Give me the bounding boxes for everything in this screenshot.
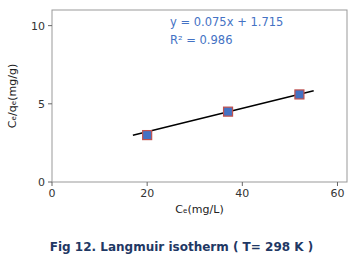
x-axis-label: Cₑ(mg/L) [175, 203, 223, 216]
y-tick-label: 5 [38, 98, 45, 111]
scatter-point [224, 107, 233, 116]
scatter-point [295, 90, 304, 99]
x-tick [242, 182, 243, 186]
chart: 0 20 40 60 0 5 10 Cₑ(mg/L) Cₑ/qₑ(mg/g) y = 0.075x… [0, 0, 363, 263]
x-tick-label: 60 [330, 187, 344, 200]
y-axis-label: Cₑ/qₑ(mg/g) [6, 64, 19, 129]
y-tick [48, 182, 52, 183]
x-tick [337, 182, 338, 186]
plot-frame [52, 10, 347, 182]
y-tick-label: 10 [31, 20, 45, 33]
x-tick [147, 182, 148, 186]
trend-line [133, 91, 314, 136]
annotation: y = 0.075x + 1.715 [170, 15, 283, 29]
annotation: R² = 0.986 [170, 33, 232, 47]
x-tick [52, 182, 53, 186]
x-tick-label: 0 [49, 187, 56, 200]
chart-container: 0 20 40 60 0 5 10 Cₑ(mg/L) Cₑ/qₑ(mg/g) y = 0.075x… [0, 0, 363, 263]
chart-title: Fig 12. Langmuir isotherm ( T= 298 K ) [50, 240, 313, 254]
plot-marks [133, 90, 314, 140]
y-tick [48, 103, 52, 104]
x-tick-label: 40 [235, 187, 249, 200]
y-tick-label: 0 [38, 176, 45, 189]
scatter-point [143, 131, 152, 140]
y-tick [48, 25, 52, 26]
x-tick-label: 20 [140, 187, 154, 200]
